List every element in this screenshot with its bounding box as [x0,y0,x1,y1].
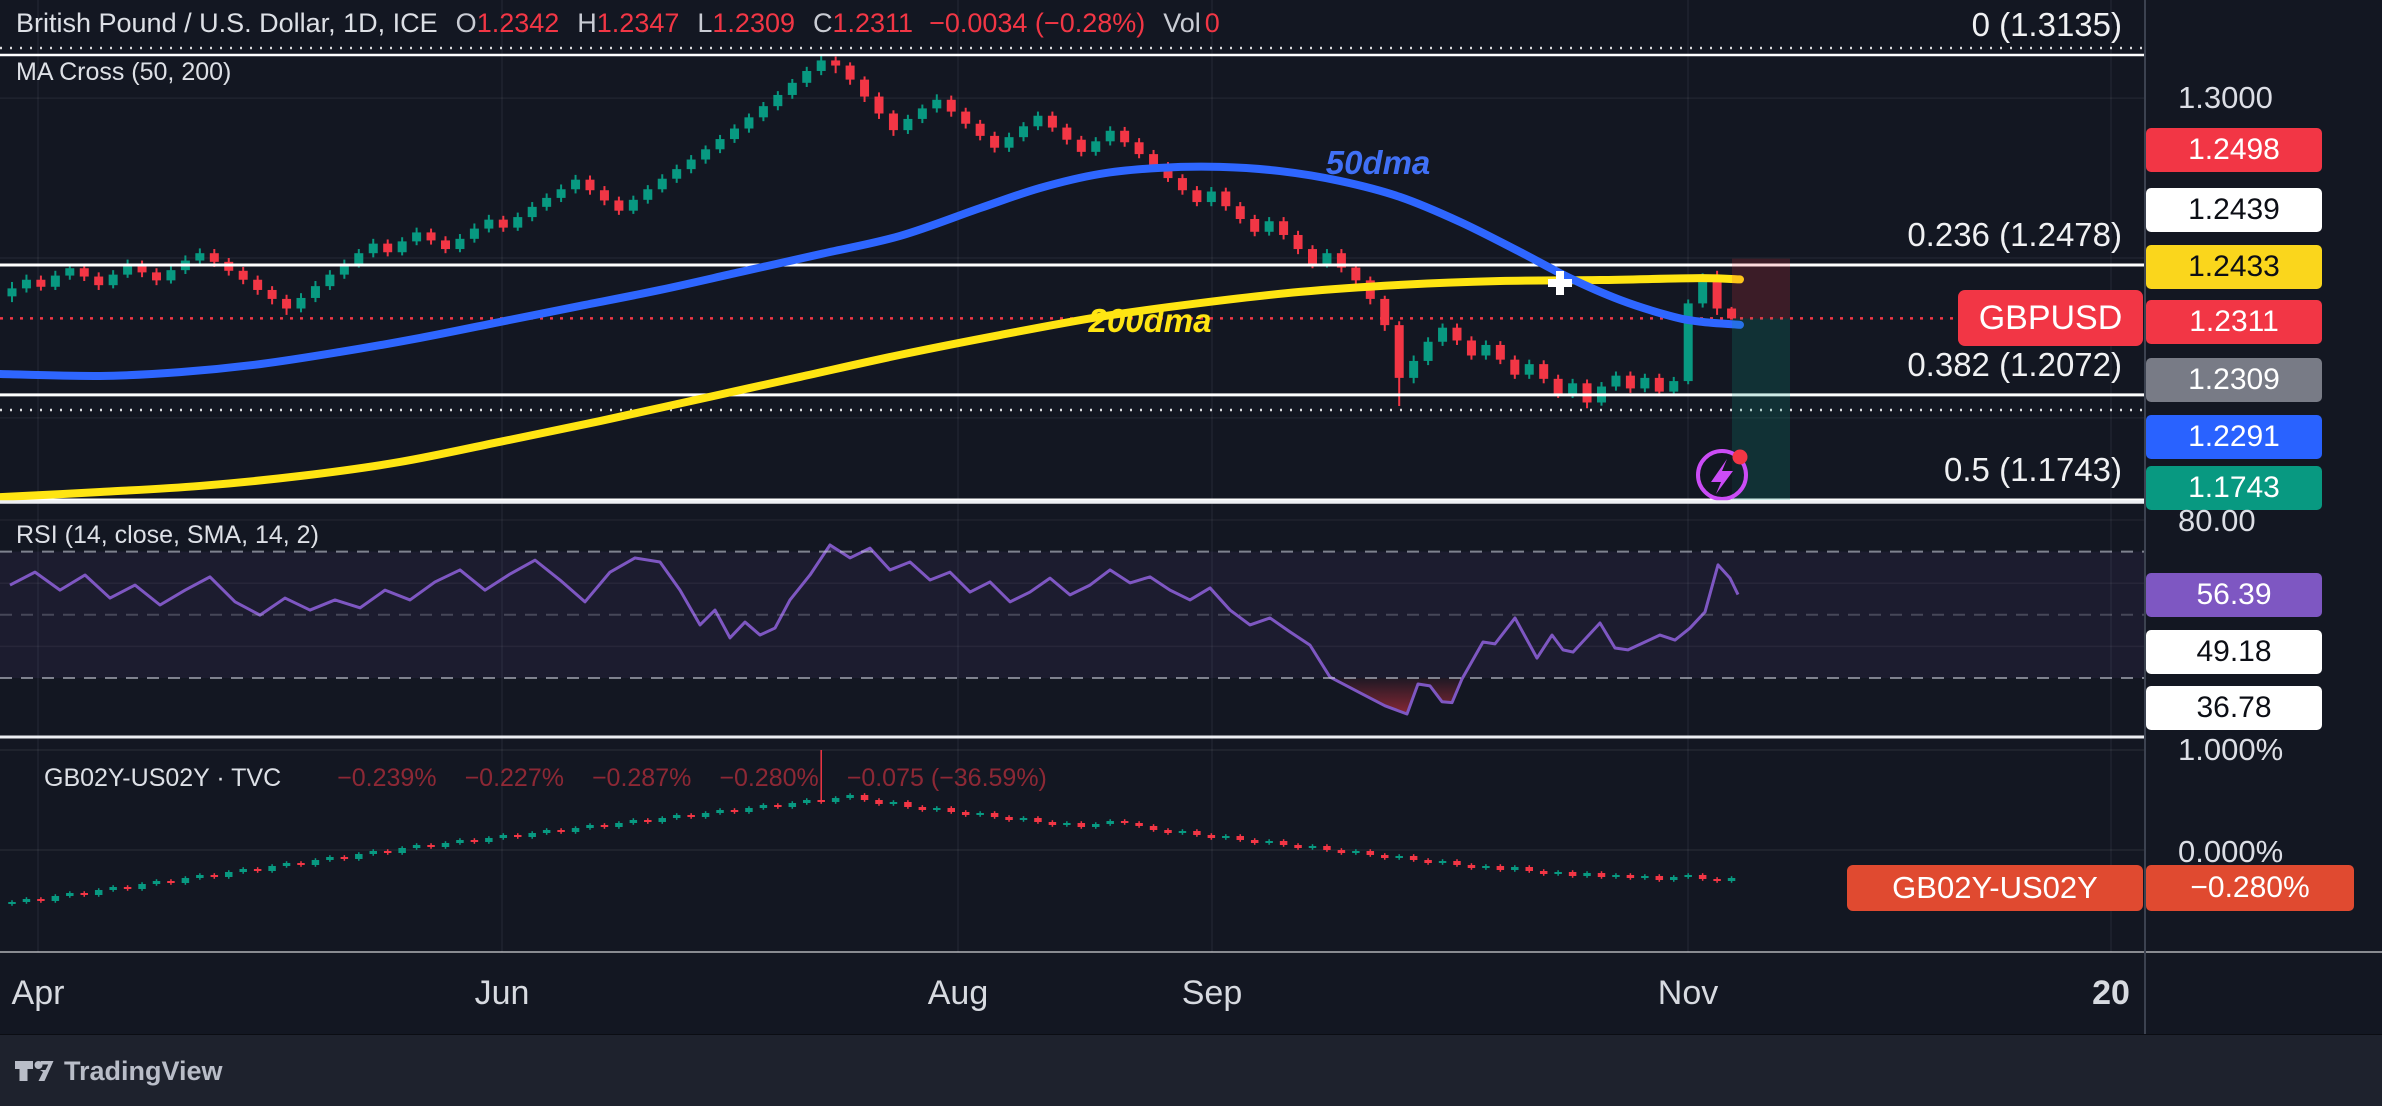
bond-symbol-title[interactable]: GB02Y-US02Y · TVC [44,764,282,792]
ma200-label: 200dma [1088,302,1212,339]
tradingview-logo-icon[interactable] [14,1058,54,1084]
bond-ohlc-value: −0.227% [464,764,564,792]
ohlc-key: H [577,8,597,38]
ohlc-value: 1.2342 [476,8,560,38]
ohlc-key: O [455,8,477,38]
axis-value-label: 56.39 [2146,573,2322,617]
volume-label: Vol [1163,8,1201,38]
axis-value-label: 1.1743 [2146,466,2322,510]
time-axis-label: Sep [1181,974,1243,1012]
bond-ohlc-value: −0.239% [337,764,437,792]
ohlc-key: C [813,8,833,38]
gbpusd-price-tag[interactable]: GBPUSD [1958,290,2143,347]
ohlc-value: 1.2311 [832,8,914,38]
ohlc-value: 1.2347 [596,8,680,38]
main-legend: British Pound / U.S. Dollar, 1D, ICE O1.2… [16,8,1220,39]
axis-tick-label: 0.000% [2178,834,2284,869]
symbol-title[interactable]: British Pound / U.S. Dollar, 1D, ICE [16,8,438,38]
rsi-line [9,543,1740,716]
axis-value-label: 1.2311 [2146,300,2322,344]
bond-ohlc-value: −0.287% [591,764,692,792]
bond-ohlc-value: −0.075 (−36.59%) [846,764,1047,792]
fib-retracement-lines[interactable] [0,53,2145,502]
time-axis-label: Apr [11,974,65,1012]
time-axis-label: Aug [927,974,989,1012]
rsi-indicator-title[interactable]: RSI (14, close, SMA, 14, 2) [16,521,319,549]
ma-cross-indicator-title[interactable]: MA Cross (50, 200) [16,58,232,86]
rsi-band [0,551,2145,678]
fib-level-label: 0.5 (1.1743) [1944,451,2122,488]
bond-ohlc-values: −0.239% −0.227% −0.287% −0.280% −0.075 (−36.… [309,764,1047,792]
ohlc-value: 1.2309 [712,8,795,38]
bond-symbol-tag[interactable]: GB02Y-US02Y [1847,865,2143,911]
bond-legend: GB02Y-US02Y · TVC −0.239% −0.227% −0.287% −0… [16,764,1047,793]
vertical-gridlines [37,0,2112,952]
fib-level-label: 0.382 (1.2072) [1907,345,2122,383]
rsi-excursion-fill [1331,678,1463,715]
footer-bar: TradingView [0,1034,2382,1106]
ma50-label: 50dma [1325,144,1431,181]
gbpusd-candles [7,55,1737,409]
flash-icon[interactable] [1696,449,1748,501]
time-axis-label: 20 [2092,974,2130,1012]
position-stop-box[interactable] [1732,258,1790,319]
ohlc-values: O1.2342 H1.2347 L1.2309 C1.2311 [438,8,913,38]
tradingview-brand[interactable]: TradingView [64,1055,223,1086]
time-axis-label: Jun [474,974,530,1012]
ma50-line [0,162,1744,380]
axis-value-label: 1.2439 [2146,188,2322,232]
axis-value-label: 1.2433 [2146,245,2322,289]
axis-value-label: 36.78 [2146,686,2322,730]
axis-tick-label: 1.000% [2178,732,2284,767]
volume-value: 0 [1204,8,1220,38]
time-axis-label: Nov [1657,974,1719,1012]
axis-value-label: 49.18 [2146,630,2322,674]
axis-value-label: 1.2309 [2146,358,2322,402]
change-value: −0.0034 (−0.28%) [929,8,1146,38]
fib-level-label: 0 (1.3135) [1971,6,2122,43]
axis-value-label: −0.280% [2146,865,2354,911]
ohlc-key: L [697,8,713,38]
fib-level-label: 0.236 (1.2478) [1907,216,2122,254]
axis-value-label: 1.2291 [2146,415,2322,459]
bond-spread-candles [8,750,1736,906]
horizontal-gridlines [0,97,2145,851]
ma200-line [0,274,1744,502]
axis-tick-label: 80.00 [2178,503,2256,538]
axis-tick-label: 1.3000 [2178,80,2273,115]
bond-ohlc-value: −0.280% [719,764,819,792]
axis-value-label: 1.2498 [2146,128,2322,172]
ma-cross-marker [1548,271,1572,295]
